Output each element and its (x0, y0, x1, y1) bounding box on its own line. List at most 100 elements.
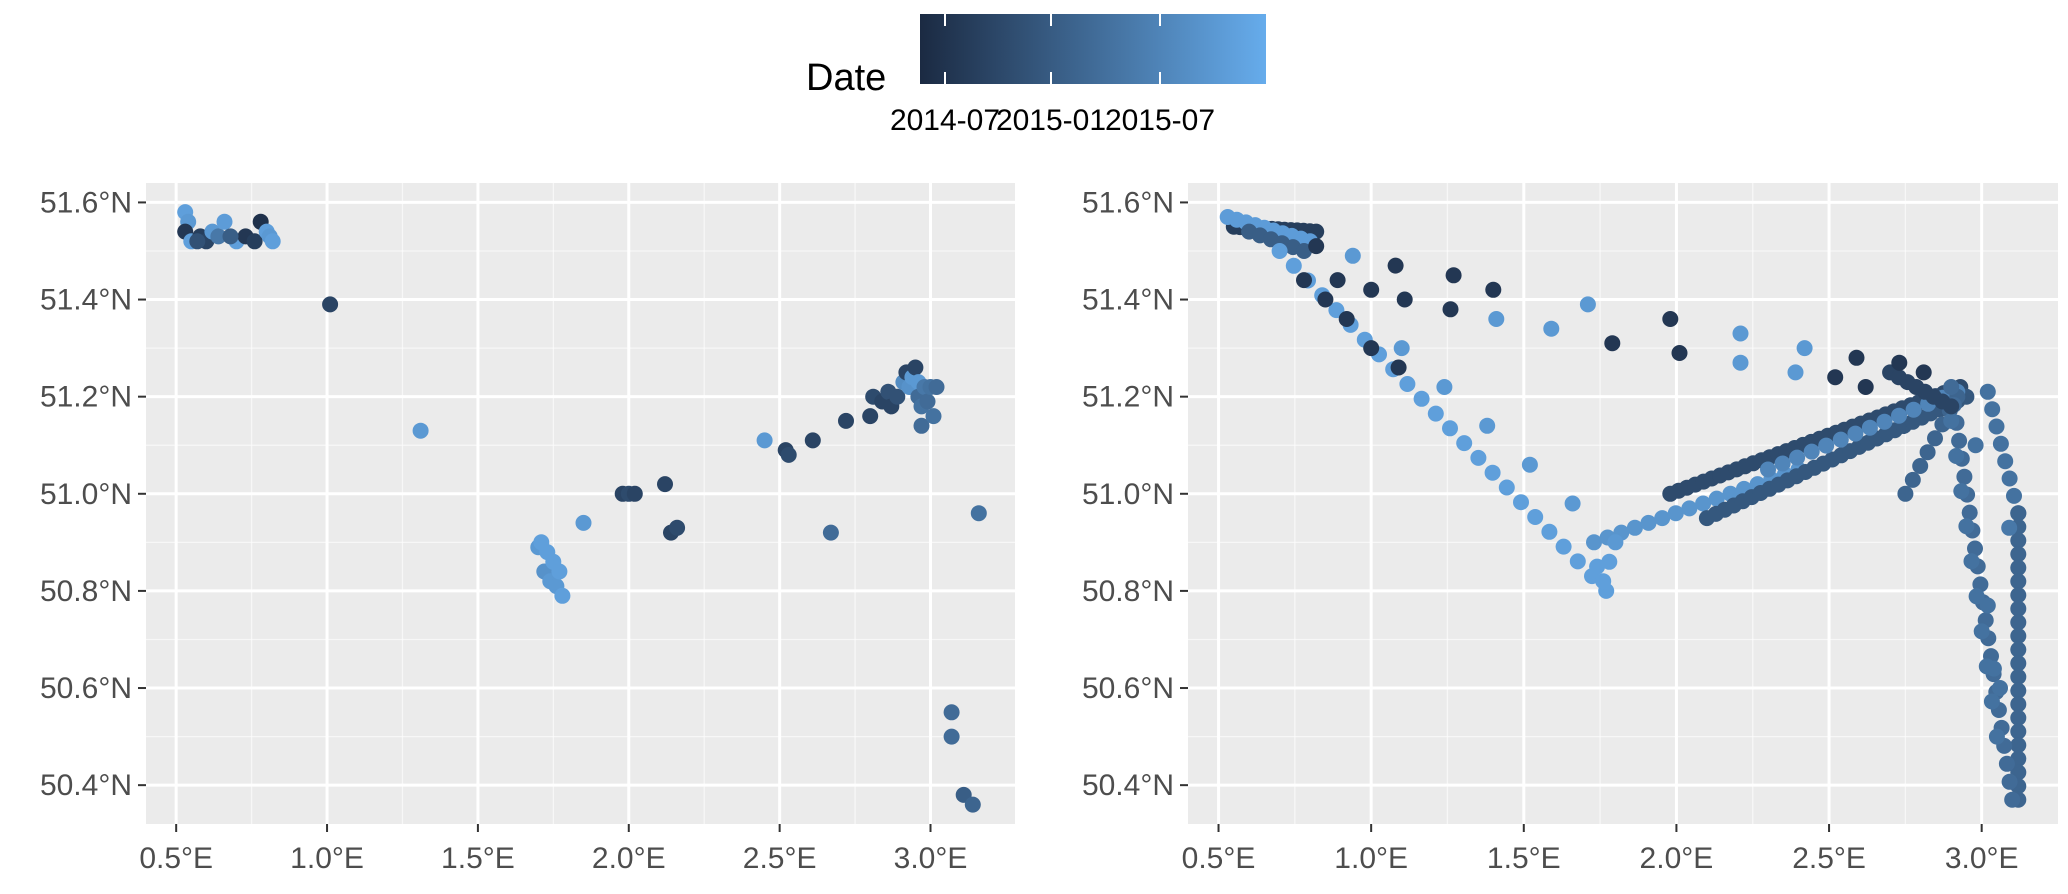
data-point (1967, 540, 1983, 557)
x-tick-label: 0.5°E (139, 842, 213, 875)
data-point (2010, 573, 2027, 590)
x-tick-label: 1.0°E (1334, 842, 1408, 875)
data-point (2010, 505, 2027, 522)
data-point (2006, 487, 2022, 504)
data-point (1732, 325, 1749, 342)
data-point (804, 432, 821, 449)
data-point (1671, 345, 1688, 361)
data-point (1961, 504, 1978, 521)
data-point (2010, 546, 2027, 563)
y-tick-label: 51.0°N (1082, 478, 1174, 511)
data-point (1979, 383, 1996, 400)
data-point (1604, 335, 1621, 352)
y-tick-label: 51.0°N (40, 478, 132, 511)
data-point (1640, 514, 1657, 531)
legend-label-2015-01: 2015-01 (996, 104, 1106, 137)
data-point (1963, 553, 1980, 570)
data-point (210, 228, 227, 245)
right-map-panel: 0.5°E 1.0°E 1.5°E 2.0°E 2.5°E 3.0°E 50.4°N 50.6… (1082, 183, 2058, 875)
data-point (2010, 559, 2027, 576)
legend-colorbar (920, 14, 1266, 84)
data-point (1479, 417, 1496, 434)
data-point (1484, 464, 1501, 481)
data-point (1390, 359, 1407, 376)
data-point (1695, 495, 1712, 512)
data-point (1285, 257, 1302, 274)
data-point (2010, 614, 2027, 631)
data-point (626, 485, 643, 502)
data-point (1857, 379, 1874, 395)
data-point (1271, 243, 1288, 259)
data-point (928, 379, 945, 395)
data-point (1958, 518, 1975, 535)
y-tick-label: 50.4°N (1082, 769, 1174, 802)
data-point (2010, 532, 2027, 549)
data-point (1363, 340, 1380, 357)
data-point (322, 296, 339, 313)
data-point (1589, 558, 1606, 575)
x-tick-label: 0.5°E (1182, 842, 1256, 875)
data-point (1296, 272, 1312, 289)
data-point (2010, 628, 2027, 644)
data-point (1498, 479, 1515, 496)
data-point (657, 476, 673, 493)
data-point (1555, 538, 1572, 555)
data-point (2010, 682, 2027, 699)
data-point (1626, 519, 1643, 536)
data-point (1861, 419, 1878, 436)
data-point (1832, 431, 1849, 448)
data-point (1436, 379, 1453, 395)
data-point (1915, 364, 1932, 381)
data-point (1760, 461, 1776, 478)
data-point (554, 587, 571, 604)
data-point (1667, 505, 1684, 522)
x-tick-label: 2.5°E (743, 842, 817, 875)
data-point (1363, 281, 1380, 298)
data-point (1456, 435, 1473, 452)
data-point (1998, 755, 2015, 772)
left-map-panel: 0.5°E 1.0°E 1.5°E 2.0°E 2.5°E 3.0°E 50.4°N 50.6… (40, 183, 1015, 875)
data-point (1396, 291, 1413, 308)
y-tick-label: 51.2°N (1082, 381, 1174, 414)
y-tick-label: 50.6°N (40, 672, 132, 705)
y-tick-label: 50.8°N (40, 575, 132, 608)
data-point (1943, 379, 1960, 395)
data-point (1983, 693, 2000, 710)
data-point (264, 233, 281, 250)
data-point (2010, 696, 2027, 713)
data-point (2010, 655, 2027, 672)
data-point (2010, 587, 2027, 604)
data-point (1521, 456, 1538, 473)
x-tick-label: 2.0°E (592, 842, 666, 875)
data-point (1951, 432, 1968, 449)
data-point (1927, 430, 1943, 447)
data-point (1344, 247, 1361, 264)
legend-label-2015-07: 2015-07 (1105, 104, 1215, 137)
data-point (1607, 534, 1624, 551)
panel-background (1188, 183, 2058, 824)
data-point (1569, 553, 1586, 570)
x-tick-label: 1.0°E (290, 842, 364, 875)
y-tick-label: 51.6°N (40, 186, 132, 219)
data-point (925, 408, 942, 425)
data-point (1564, 495, 1581, 512)
data-point (1296, 243, 1312, 259)
data-point (1988, 418, 2005, 435)
x-tick-label: 3.0°E (1945, 842, 2019, 875)
data-point (2001, 470, 2018, 487)
data-point (907, 359, 924, 376)
data-point (2004, 791, 2021, 808)
legend-title: Date (806, 57, 886, 99)
data-point (2010, 737, 2027, 754)
y-tick-label: 51.2°N (40, 381, 132, 414)
data-point (780, 446, 797, 463)
data-point (1654, 510, 1671, 527)
data-point (2010, 641, 2027, 658)
data-point (1943, 398, 1960, 415)
data-point (1973, 623, 1990, 640)
data-point (1470, 449, 1487, 466)
data-point (970, 505, 987, 522)
data-point (1803, 443, 1820, 460)
data-point (913, 417, 930, 434)
